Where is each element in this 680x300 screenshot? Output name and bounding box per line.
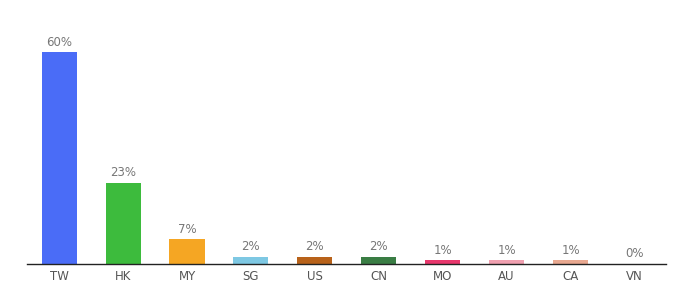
Text: 1%: 1% <box>433 244 452 257</box>
Text: 2%: 2% <box>305 240 324 254</box>
Bar <box>425 260 460 264</box>
Bar <box>41 52 77 264</box>
Text: 60%: 60% <box>46 36 72 49</box>
Bar <box>361 257 396 264</box>
Text: 2%: 2% <box>241 240 260 254</box>
Text: 0%: 0% <box>625 248 644 260</box>
Bar <box>233 257 269 264</box>
Bar <box>105 183 141 264</box>
Text: 1%: 1% <box>497 244 516 257</box>
Text: 23%: 23% <box>110 166 136 179</box>
Bar <box>169 239 205 264</box>
Bar <box>489 260 524 264</box>
Text: 7%: 7% <box>177 223 197 236</box>
Bar <box>297 257 333 264</box>
Bar <box>553 260 588 264</box>
Text: 2%: 2% <box>369 240 388 254</box>
Text: 1%: 1% <box>561 244 580 257</box>
